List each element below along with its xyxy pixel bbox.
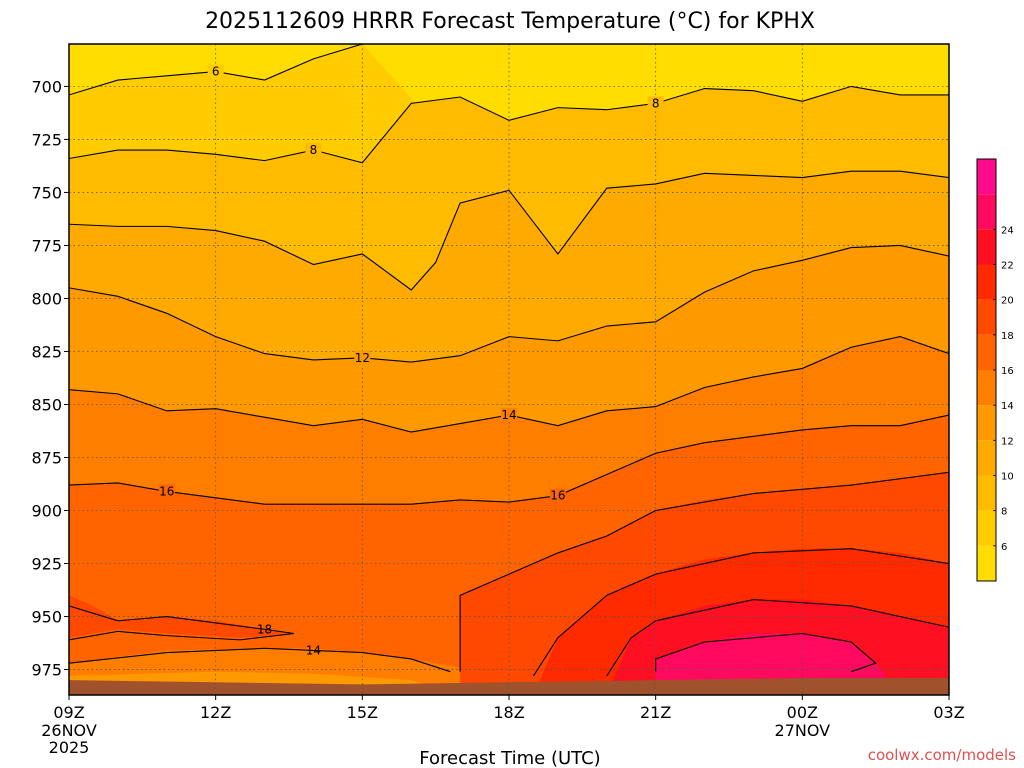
colorbar-swatch <box>977 510 996 546</box>
contour-label: 6 <box>212 65 220 79</box>
contour-lines <box>69 44 949 677</box>
plot-area <box>69 44 949 695</box>
colorbar-swatch <box>977 299 996 335</box>
y-tick-label: 825 <box>31 342 62 361</box>
x-tick-label: 21Z <box>640 703 671 722</box>
colorbar-tick-label: 24 <box>1001 225 1014 236</box>
colorbar: 6 8 10 12 14 16 18 20 22 24 <box>976 158 1014 582</box>
contour-label: 14 <box>501 408 516 422</box>
contour-label: 12 <box>355 351 370 365</box>
contour-label-bg <box>305 143 322 158</box>
x-tick-sublabel: 26NOV <box>41 721 97 740</box>
colorbar-tick-label: 16 <box>1001 366 1014 377</box>
contour-18 <box>459 471 949 672</box>
y-tick-label: 950 <box>31 608 62 627</box>
contour-label-bg <box>501 408 517 423</box>
contour-8 <box>69 85 949 164</box>
grid-lines <box>69 44 949 695</box>
colorbar-swatch <box>977 194 996 230</box>
y-tick-label: 875 <box>31 449 62 468</box>
colorbar-swatch <box>977 159 996 195</box>
y-tick-label: 925 <box>31 555 62 574</box>
colorbar-swatch <box>977 440 996 476</box>
y-tick-label: 850 <box>31 395 62 414</box>
x-tick-label: 00Z <box>787 703 818 722</box>
x-tick-label: 15Z <box>347 703 378 722</box>
y-tick-label: 725 <box>31 130 62 149</box>
contour-label: 16 <box>159 484 174 498</box>
contour-label-bg <box>549 488 566 503</box>
credit-text[interactable]: coolwx.com/models <box>868 746 1016 764</box>
y-tick-label: 975 <box>31 661 62 680</box>
y-tick-label: 800 <box>31 289 62 308</box>
contour-label-bg <box>647 96 664 111</box>
colorbar-tick-label: 6 <box>1001 542 1007 553</box>
y-tick-label: 775 <box>31 236 62 255</box>
contour-18 <box>69 605 294 641</box>
colorbar-tick-label: 14 <box>1001 401 1014 412</box>
colorbar-swatch <box>977 405 996 441</box>
contour-label: 14 <box>306 643 321 657</box>
colorbar-tick-label: 20 <box>1001 296 1014 307</box>
colorbar-tick-label: 8 <box>1001 507 1007 518</box>
contour-label: 16 <box>550 489 565 503</box>
colorbar-swatch <box>977 229 996 265</box>
x-tick-sublabel: 2025 <box>49 738 90 757</box>
y-tick-label: 700 <box>31 77 62 96</box>
x-tick-label: 09Z <box>53 703 84 722</box>
contour-labels: 6 8 8 12 14 16 16 18 14 <box>158 64 664 657</box>
colorbar-swatch <box>977 334 996 370</box>
x-tick-label: 03Z <box>933 703 964 722</box>
x-tick-label: 12Z <box>200 703 231 722</box>
contour-label: 8 <box>652 96 660 110</box>
contour-16 <box>69 414 949 505</box>
contour-label-bg <box>354 350 371 365</box>
colorbar-tick-label: 10 <box>1001 472 1014 483</box>
x-tick-label: 18Z <box>493 703 524 722</box>
y-tick-label: 900 <box>31 502 62 521</box>
colorbar-tick-label: 22 <box>1001 261 1014 272</box>
x-tick-sublabel: 27NOV <box>775 721 831 740</box>
x-axis-label: Forecast Time (UTC) <box>419 748 600 768</box>
colorbar-tick-label: 18 <box>1001 331 1014 342</box>
contour-label-bg <box>207 64 224 79</box>
contour-label-bg <box>158 484 175 499</box>
colorbar-swatch <box>977 370 996 406</box>
contour-14 <box>69 647 451 673</box>
y-axis: 700 725 750 775 800 825 850 875 900 925 950 975 <box>31 77 69 680</box>
contour-label: 18 <box>257 622 272 636</box>
y-tick-label: 750 <box>31 183 62 202</box>
chart-title: 2025112609 HRRR Forecast Temperature (°C… <box>205 9 815 34</box>
contour-22 <box>606 599 949 677</box>
terrain-ground <box>69 678 949 695</box>
colorbar-swatch <box>977 545 996 581</box>
colorbar-swatch <box>977 264 996 300</box>
band-fill-ge-18 <box>69 595 294 638</box>
ground-surface <box>69 678 949 695</box>
contour-10 <box>69 170 949 291</box>
contour-20 <box>532 548 949 677</box>
colorbar-tick-label: 12 <box>1001 436 1014 447</box>
contour-label: 8 <box>310 143 318 157</box>
colorbar-swatch <box>977 475 996 511</box>
contour-12 <box>69 244 949 363</box>
contour-24 <box>655 632 877 673</box>
